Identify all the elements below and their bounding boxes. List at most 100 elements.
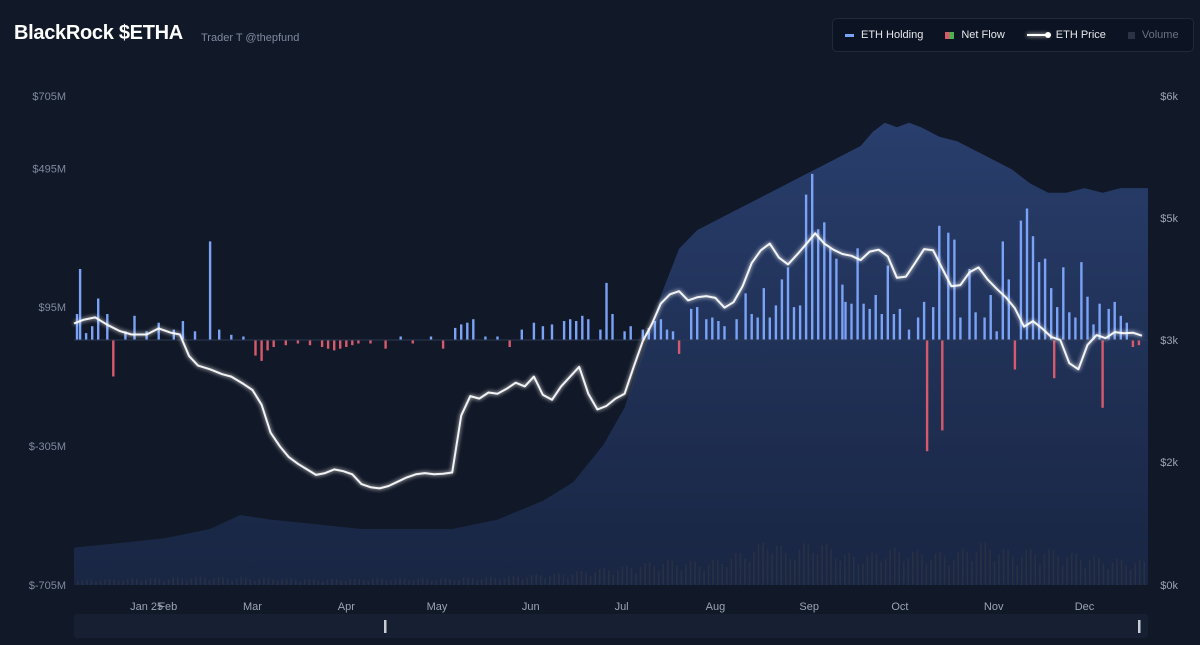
volume-bar (172, 577, 174, 585)
volume-bar (844, 554, 846, 585)
volume-bar (539, 575, 542, 585)
inflow-bar (959, 317, 962, 340)
inflow-bar (541, 326, 545, 340)
volume-bar (707, 564, 710, 585)
volume-bar (1039, 563, 1041, 585)
volume-bar (222, 577, 224, 585)
inflow-bar (550, 324, 554, 340)
volume-bar (594, 572, 596, 585)
volume-bar (122, 580, 124, 585)
volume-bar (77, 581, 79, 585)
x-axis-tick: Apr (338, 601, 355, 613)
volume-bar (1070, 553, 1073, 585)
volume-bar (667, 560, 669, 585)
volume-bar (1048, 548, 1050, 585)
inflow-bar (647, 327, 650, 340)
legend-item-price[interactable]: ETH Price (1026, 29, 1106, 41)
volume-bar (680, 570, 683, 585)
x-axis-tick: Nov (984, 601, 1004, 613)
outflow-bar (351, 340, 354, 346)
volume-bar (971, 560, 973, 585)
volume-bar (893, 547, 896, 585)
inflow-bar (1119, 315, 1122, 340)
inflow-bar (1068, 312, 1071, 340)
inflow-bar (106, 314, 109, 340)
volume-bar (916, 550, 919, 585)
navigator-handle-right[interactable] (1138, 620, 1141, 633)
inflow-bar (75, 314, 79, 340)
volume-bar (326, 579, 329, 585)
outflow-bar (333, 340, 336, 351)
volume-bar (1066, 557, 1068, 585)
volume-bar (544, 578, 546, 585)
inflow-bar (1007, 279, 1010, 340)
volume-bar (526, 577, 528, 585)
legend-item-flow[interactable]: Net Flow (945, 29, 1005, 41)
inflow-bar (711, 317, 714, 340)
inflow-bar (735, 319, 738, 340)
volume-bar (485, 577, 487, 585)
inflow-bar (193, 331, 197, 340)
volume-bar (671, 560, 674, 585)
volume-bar (608, 570, 610, 585)
volume-bar (408, 580, 410, 585)
volume-bar (871, 552, 873, 585)
volume-bar (181, 578, 183, 585)
inflow-bar (562, 321, 566, 340)
outflow-bar (1131, 340, 1135, 347)
volume-bar (694, 561, 696, 585)
inflow-bar (1031, 236, 1035, 340)
inflow-bar (762, 288, 765, 340)
outflow-bar (1137, 340, 1141, 346)
legend-item-volume[interactable]: Volume (1127, 29, 1179, 41)
inflow-bar (1086, 296, 1089, 340)
inflow-bar (599, 329, 602, 340)
volume-bar (449, 578, 451, 585)
volume-bar (521, 578, 524, 585)
volume-bar (957, 551, 959, 585)
navigator-handle-left[interactable] (384, 620, 387, 633)
volume-bar (794, 560, 796, 585)
volume-bar (875, 554, 878, 585)
volume-bar (816, 554, 819, 585)
volume-bar (735, 553, 737, 585)
volume-bar (1025, 550, 1028, 585)
inflow-bar (922, 301, 926, 340)
volume-bar (412, 580, 415, 585)
volume-bar (435, 580, 438, 585)
legend-label-holding: ETH Holding (861, 29, 924, 41)
volume-bar (494, 577, 497, 585)
volume-bar (158, 578, 161, 585)
volume-bar (394, 578, 397, 585)
volume-bar (453, 580, 456, 585)
volume-bar (81, 580, 84, 585)
volume-bar (263, 577, 265, 585)
volume-bar (775, 545, 778, 585)
volume-bar (853, 556, 855, 585)
volume-bar (480, 579, 483, 585)
inflow-bar (780, 279, 784, 340)
volume-bar (821, 545, 823, 585)
left-axis-tick: $95M (38, 302, 66, 314)
volume-bar (331, 578, 333, 585)
volume-bar (685, 564, 687, 585)
volume-bar (140, 580, 143, 585)
volume-bar (249, 578, 252, 585)
volume-bar (512, 575, 515, 585)
eth-holding-area (74, 122, 1148, 585)
volume-bar (653, 565, 655, 585)
inflow-bar (968, 269, 971, 340)
volume-bar (721, 563, 723, 585)
volume-bar (712, 560, 714, 585)
volume-bar (748, 562, 751, 585)
navigator-track[interactable] (74, 614, 1148, 638)
inflow-bar (983, 317, 986, 340)
volume-bar (1007, 550, 1009, 585)
volume-bar (294, 580, 297, 585)
volume-bar (703, 570, 705, 585)
range-navigator[interactable] (74, 614, 1148, 638)
legend-item-holding[interactable]: ETH Holding (845, 29, 923, 41)
outflow-bar (284, 340, 287, 346)
inflow-bar (569, 319, 572, 340)
